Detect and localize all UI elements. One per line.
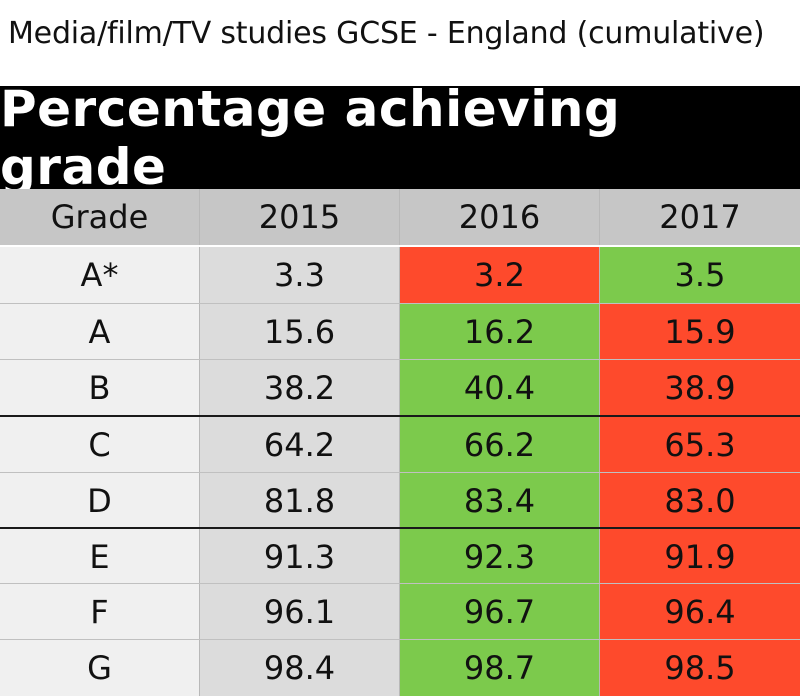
value-cell: 16.2 [400, 304, 600, 360]
grade-label: G [0, 640, 200, 696]
column-header: 2016 [400, 189, 600, 245]
value-cell: 83.0 [600, 473, 800, 529]
grade-label: B [0, 360, 200, 416]
table-row: C 64.2 66.2 65.3 [0, 417, 800, 473]
value-cell: 96.7 [400, 584, 600, 640]
table-row: F 96.1 96.7 96.4 [0, 584, 800, 640]
row-divider [0, 359, 800, 360]
row-divider [0, 303, 800, 304]
row-divider [0, 639, 800, 640]
value-cell: 81.8 [200, 473, 400, 529]
row-divider [0, 472, 800, 473]
value-cell: 96.4 [600, 584, 800, 640]
grade-label: E [0, 529, 200, 585]
value-cell: 40.4 [400, 360, 600, 416]
column-header: 2017 [600, 189, 800, 245]
table-row: A 15.6 16.2 15.9 [0, 304, 800, 360]
value-cell: 38.9 [600, 360, 800, 416]
header-row: Grade 2015 2016 2017 [0, 189, 800, 245]
chart-title: Media/film/TV studies GCSE - England (cu… [8, 16, 765, 51]
value-cell: 98.5 [600, 640, 800, 696]
grade-label: C [0, 417, 200, 473]
value-cell: 66.2 [400, 417, 600, 473]
value-cell: 91.9 [600, 529, 800, 585]
column-header: Grade [0, 189, 200, 245]
value-cell: 98.7 [400, 640, 600, 696]
grade-label: F [0, 584, 200, 640]
value-cell: 92.3 [400, 529, 600, 585]
value-cell: 3.3 [200, 247, 400, 303]
value-cell: 64.2 [200, 417, 400, 473]
row-divider [0, 583, 800, 584]
value-cell: 3.2 [400, 247, 600, 303]
grade-label: A* [0, 247, 200, 303]
value-cell: 15.9 [600, 304, 800, 360]
table-banner: Percentage achieving grade [0, 80, 800, 196]
grade-table: Grade 2015 2016 2017 A* 3.3 3.2 3.5 A 15.6 16.2 15.… [0, 189, 800, 696]
value-cell: 98.4 [200, 640, 400, 696]
row-divider [0, 415, 800, 417]
value-cell: 96.1 [200, 584, 400, 640]
grade-label: A [0, 304, 200, 360]
row-divider [0, 527, 800, 529]
value-cell: 65.3 [600, 417, 800, 473]
grade-label: D [0, 473, 200, 529]
table-row: G 98.4 98.7 98.5 [0, 640, 800, 696]
value-cell: 38.2 [200, 360, 400, 416]
value-cell: 3.5 [600, 247, 800, 303]
value-cell: 15.6 [200, 304, 400, 360]
value-cell: 91.3 [200, 529, 400, 585]
table-row: B 38.2 40.4 38.9 [0, 360, 800, 416]
table-row: A* 3.3 3.2 3.5 [0, 247, 800, 303]
table-row: E 91.3 92.3 91.9 [0, 529, 800, 585]
column-header: 2015 [200, 189, 400, 245]
table-row: D 81.8 83.4 83.0 [0, 473, 800, 529]
value-cell: 83.4 [400, 473, 600, 529]
